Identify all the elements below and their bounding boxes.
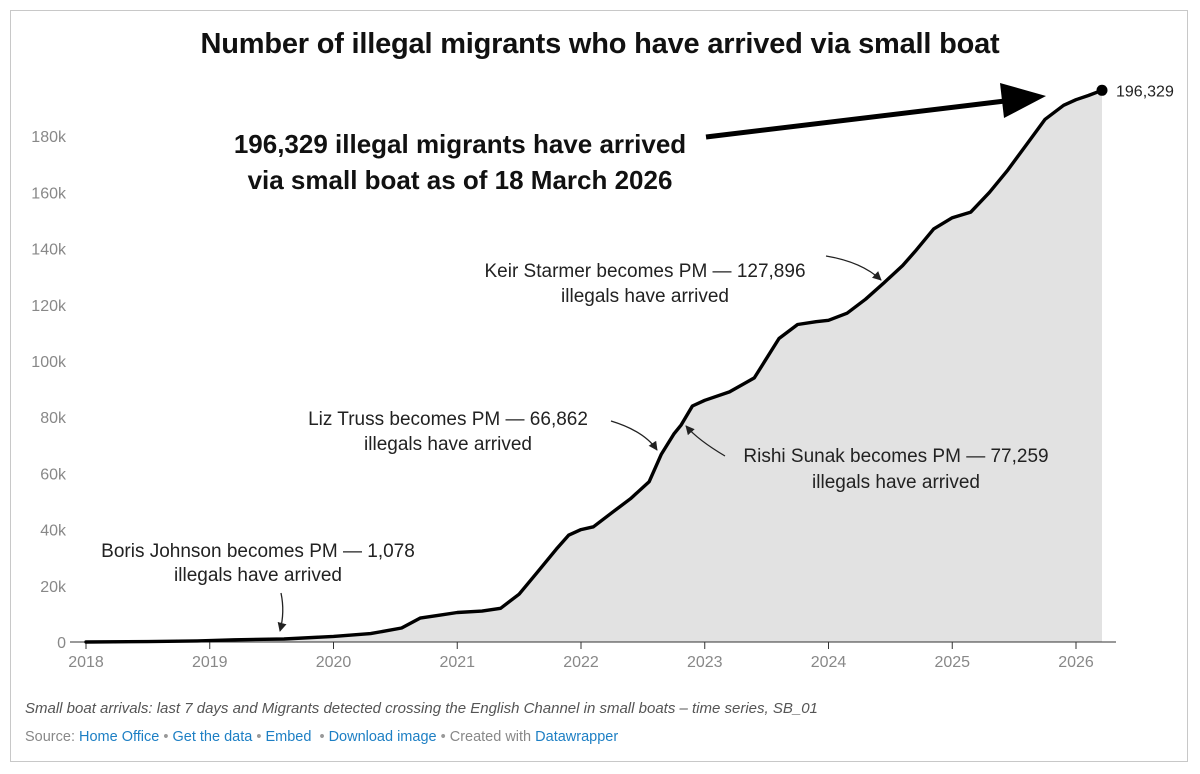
headline-annotation-line1: 196,329 illegal migrants have arrived [234, 129, 686, 159]
chart-notes: Small boat arrivals: last 7 days and Mig… [25, 700, 818, 717]
x-tick-label: 2020 [316, 654, 352, 671]
source-label: Source: [25, 729, 75, 745]
area-layer [86, 90, 1102, 643]
headline-arrow-head [1000, 83, 1046, 118]
end-point-marker [1096, 84, 1108, 96]
y-tick-label: 180k [31, 129, 67, 146]
download-image-link[interactable]: Download image [328, 729, 437, 745]
created-with-label: Created with [449, 729, 532, 745]
starmer-annotation-line2: illegals have arrived [561, 286, 729, 307]
datawrapper-link[interactable]: Datawrapper [535, 729, 619, 745]
sunak-annotation-line2: illegals have arrived [812, 472, 980, 493]
starmer-annotation-line1: Keir Starmer becomes PM — 127,896 [484, 261, 805, 282]
line-layer: 196,329 [84, 83, 1174, 644]
y-tick-label: 100k [31, 354, 67, 371]
x-tick-label: 2026 [1058, 654, 1094, 671]
y-tick-label: 60k [40, 466, 67, 483]
x-tick-label: 2018 [68, 654, 104, 671]
footer-separator: • [319, 729, 325, 745]
headline-arrow-shaft [705, 98, 1006, 140]
series-line [84, 88, 1104, 644]
y-tick-label: 40k [40, 523, 67, 540]
x-tick-label: 2022 [563, 654, 599, 671]
end-point-label: 196,329 [1116, 83, 1174, 100]
axis-layer: 0 20k 40k 60k 80k 100k 120k 140k 160k 180k 2018 201… [31, 129, 1116, 671]
embed-link[interactable]: Embed [265, 729, 312, 745]
sunak-annotation-line1: Rishi Sunak becomes PM — 77,259 [743, 446, 1048, 467]
truss-arrow [610, 420, 658, 451]
y-tick-label: 120k [31, 298, 67, 315]
boris-annotation-line1: Boris Johnson becomes PM — 1,078 [101, 541, 415, 562]
y-tick-label: 20k [40, 579, 67, 596]
x-tick-label: 2024 [811, 654, 847, 671]
chart-footer: Source: Home Office • Get the data • Emb… [25, 729, 618, 745]
footer-separator: • [256, 729, 262, 745]
headline-annotation-line2: via small boat as of 18 March 2026 [248, 165, 673, 195]
x-tick-label: 2025 [934, 654, 970, 671]
starmer-arrow [825, 255, 882, 281]
x-tick-label: 2023 [687, 654, 723, 671]
x-tick-label: 2019 [192, 654, 228, 671]
series-area [86, 90, 1102, 643]
sunak-arrow [685, 425, 726, 457]
y-tick-label: 140k [31, 242, 67, 259]
y-tick-label: 160k [31, 185, 67, 202]
home-office-link[interactable]: Home Office [79, 729, 160, 745]
footer-separator: • [440, 729, 446, 745]
annotation-layer: 196,329 illegal migrants have arrived vi… [101, 83, 1049, 632]
y-tick-label: 0 [57, 635, 66, 652]
footer-separator: • [163, 729, 169, 745]
truss-annotation-line2: illegals have arrived [364, 434, 532, 455]
y-tick-label: 80k [40, 410, 67, 427]
chart-title: Number of illegal migrants who have arri… [200, 28, 1000, 60]
get-data-link[interactable]: Get the data [172, 729, 253, 745]
x-tick-label: 2021 [439, 654, 475, 671]
truss-annotation-line1: Liz Truss becomes PM — 66,862 [308, 409, 588, 430]
boris-annotation-line2: illegals have arrived [174, 565, 342, 586]
boris-arrow [277, 592, 287, 632]
